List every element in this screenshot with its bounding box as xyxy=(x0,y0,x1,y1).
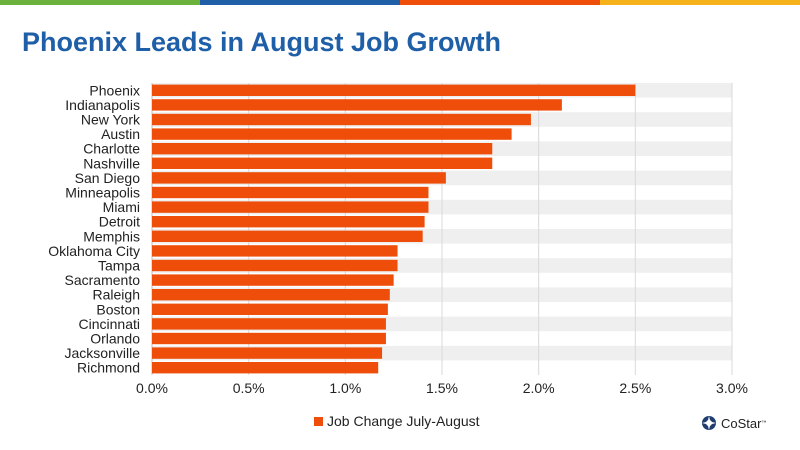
bar xyxy=(152,99,562,111)
y-category-label: Detroit xyxy=(99,214,140,230)
bar xyxy=(152,84,636,96)
bar xyxy=(152,113,531,126)
bar xyxy=(152,128,512,140)
x-tick-label: 1.0% xyxy=(329,380,361,396)
x-tick-label: 0.0% xyxy=(136,380,168,396)
y-category-label: Richmond xyxy=(77,360,140,376)
x-tick-label: 2.5% xyxy=(619,380,651,396)
y-category-label: Tampa xyxy=(98,258,140,274)
brand-name: CoStar xyxy=(721,415,762,431)
y-category-label: Raleigh xyxy=(93,287,140,303)
x-tick-label: 1.5% xyxy=(426,380,458,396)
costar-logo-icon xyxy=(702,416,716,430)
bar xyxy=(152,216,425,228)
x-tick-label: 0.5% xyxy=(233,380,265,396)
y-category-label: Nashville xyxy=(83,155,140,171)
bar xyxy=(152,362,379,374)
y-category-label: Oklahoma City xyxy=(48,243,140,259)
brand-trademark: ™ xyxy=(761,420,767,426)
y-category-label: Minneapolis xyxy=(65,185,140,201)
y-category-label: New York xyxy=(81,112,141,128)
chart-legend: Job Change July-August xyxy=(314,413,480,429)
stripe-blue xyxy=(200,0,400,5)
bar xyxy=(152,347,383,359)
bar xyxy=(152,259,398,272)
y-category-label: Miami xyxy=(103,199,140,215)
y-category-label: Charlotte xyxy=(83,141,140,157)
stripe-orange xyxy=(400,0,600,5)
x-tick-label: 3.0% xyxy=(716,380,748,396)
y-category-label: Orlando xyxy=(90,331,140,347)
bar xyxy=(152,186,429,199)
stripe-green xyxy=(0,0,200,5)
y-category-label: Jacksonville xyxy=(65,345,141,361)
bar xyxy=(152,245,398,257)
y-category-label: Sacramento xyxy=(65,272,141,288)
bar xyxy=(152,318,386,330)
bar xyxy=(152,201,429,213)
bar xyxy=(152,230,423,242)
stripe-yellow xyxy=(600,0,800,5)
legend-label: Job Change July-August xyxy=(327,413,480,429)
costar-logo: CoStar ™ xyxy=(701,415,766,431)
y-category-label: Austin xyxy=(101,126,140,142)
page-title: Phoenix Leads in August Job Growth xyxy=(22,27,502,57)
y-category-label: Phoenix xyxy=(89,82,140,98)
x-tick-label: 2.0% xyxy=(523,380,555,396)
bar xyxy=(152,274,394,286)
y-category-label: Memphis xyxy=(83,228,140,244)
bar xyxy=(152,332,386,345)
bar xyxy=(152,157,493,169)
bar xyxy=(152,289,390,301)
y-category-label: Indianapolis xyxy=(65,97,140,113)
y-category-label: Cincinnati xyxy=(79,316,140,332)
bar xyxy=(152,172,446,184)
legend-swatch xyxy=(314,416,323,426)
bar xyxy=(152,303,388,315)
y-category-label: San Diego xyxy=(75,170,141,186)
bar xyxy=(152,143,493,155)
y-category-label: Boston xyxy=(96,301,140,317)
top-color-stripe xyxy=(0,0,800,5)
